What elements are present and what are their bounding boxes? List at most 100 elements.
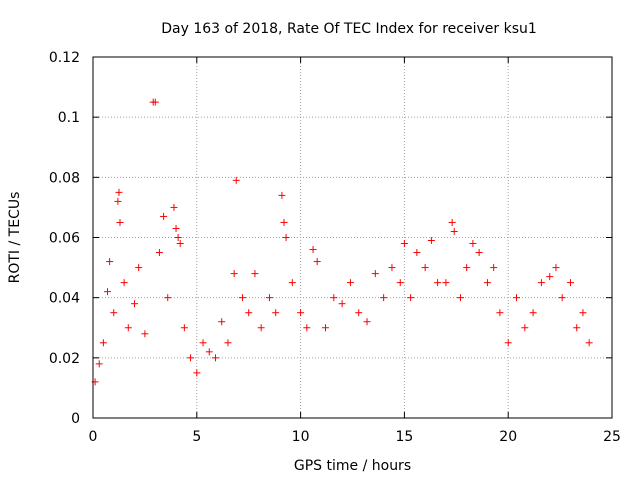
data-point	[257, 324, 265, 332]
data-point	[238, 294, 246, 302]
data-point	[322, 324, 330, 332]
data-point	[585, 339, 593, 347]
y-tick-label: 0	[71, 411, 80, 427]
x-tick-label: 10	[292, 429, 310, 445]
data-point	[116, 218, 124, 226]
data-point	[380, 294, 388, 302]
data-point	[434, 279, 442, 287]
data-point	[338, 300, 346, 308]
data-point	[280, 218, 288, 226]
data-point	[174, 234, 182, 241]
data-point	[120, 279, 128, 287]
x-tick-label: 25	[603, 429, 621, 445]
data-point	[388, 264, 396, 272]
data-point	[278, 191, 286, 199]
data-point	[232, 176, 240, 184]
data-point	[114, 197, 122, 205]
data-point	[371, 270, 379, 278]
data-point	[442, 279, 450, 287]
data-point	[176, 240, 184, 248]
y-axis-label: ROTI / TECUs	[7, 192, 23, 284]
x-tick-label: 15	[395, 429, 413, 445]
data-point	[309, 246, 317, 254]
data-point	[413, 249, 421, 257]
data-point	[421, 264, 429, 272]
data-point	[573, 324, 581, 332]
y-tick-label: 0.08	[49, 170, 80, 186]
data-point	[124, 324, 132, 332]
data-point	[475, 249, 483, 257]
y-tick-label: 0.1	[58, 110, 80, 126]
data-point	[164, 294, 172, 302]
data-point	[104, 288, 112, 296]
data-point	[456, 294, 464, 302]
data-point	[330, 294, 338, 302]
data-point	[99, 339, 107, 347]
x-tick-label: 5	[192, 429, 201, 445]
data-point	[170, 203, 178, 211]
data-point	[218, 318, 226, 326]
data-point	[355, 309, 363, 317]
data-point	[558, 294, 566, 302]
x-tick-label: 0	[89, 429, 98, 445]
y-tick-label: 0.12	[49, 50, 80, 66]
data-point	[529, 309, 537, 317]
data-point	[546, 273, 554, 281]
data-point	[427, 237, 435, 245]
data-point	[95, 360, 103, 368]
data-point	[131, 300, 139, 308]
data-point	[155, 249, 163, 257]
data-point	[579, 309, 587, 317]
data-point	[363, 318, 371, 326]
data-point	[483, 279, 491, 287]
data-point	[521, 324, 529, 332]
data-point	[513, 294, 521, 302]
x-axis-label: GPS time / hours	[294, 458, 411, 474]
data-point	[288, 279, 296, 287]
chart-title: Day 163 of 2018, Rate Of TEC Index for r…	[161, 21, 537, 37]
data-point	[187, 354, 195, 362]
data-point	[490, 264, 498, 272]
data-point	[346, 279, 354, 287]
data-point	[400, 240, 408, 248]
data-point	[282, 234, 290, 241]
data-point	[106, 258, 114, 266]
data-point	[151, 98, 159, 106]
data-point	[566, 279, 574, 287]
data-point	[450, 227, 458, 235]
data-point	[205, 348, 213, 356]
data-point	[303, 324, 311, 332]
y-tick-label: 0.06	[49, 231, 80, 247]
data-point	[407, 294, 415, 302]
data-point	[396, 279, 404, 287]
data-point	[272, 309, 280, 317]
data-point	[193, 369, 201, 377]
data-point	[141, 330, 149, 338]
data-point	[552, 264, 560, 272]
data-point	[245, 309, 253, 317]
data-point	[110, 309, 118, 317]
data-point	[180, 324, 188, 332]
data-point	[172, 224, 180, 232]
data-point	[160, 212, 168, 220]
data-point	[297, 309, 305, 317]
data-point	[230, 270, 238, 278]
data-point	[496, 309, 504, 317]
data-point	[224, 339, 232, 347]
data-point	[135, 264, 143, 272]
data-point	[463, 264, 471, 272]
data-point	[251, 270, 259, 278]
x-tick-label: 20	[499, 429, 517, 445]
data-point	[265, 294, 273, 302]
data-point	[115, 188, 123, 196]
data-point	[469, 240, 477, 248]
data-point	[313, 258, 321, 266]
data-point	[504, 339, 512, 347]
data-point	[537, 279, 545, 287]
data-point	[199, 339, 207, 347]
data-point	[448, 218, 456, 226]
plot-frame	[92, 56, 613, 419]
y-tick-label: 0.04	[49, 291, 80, 307]
